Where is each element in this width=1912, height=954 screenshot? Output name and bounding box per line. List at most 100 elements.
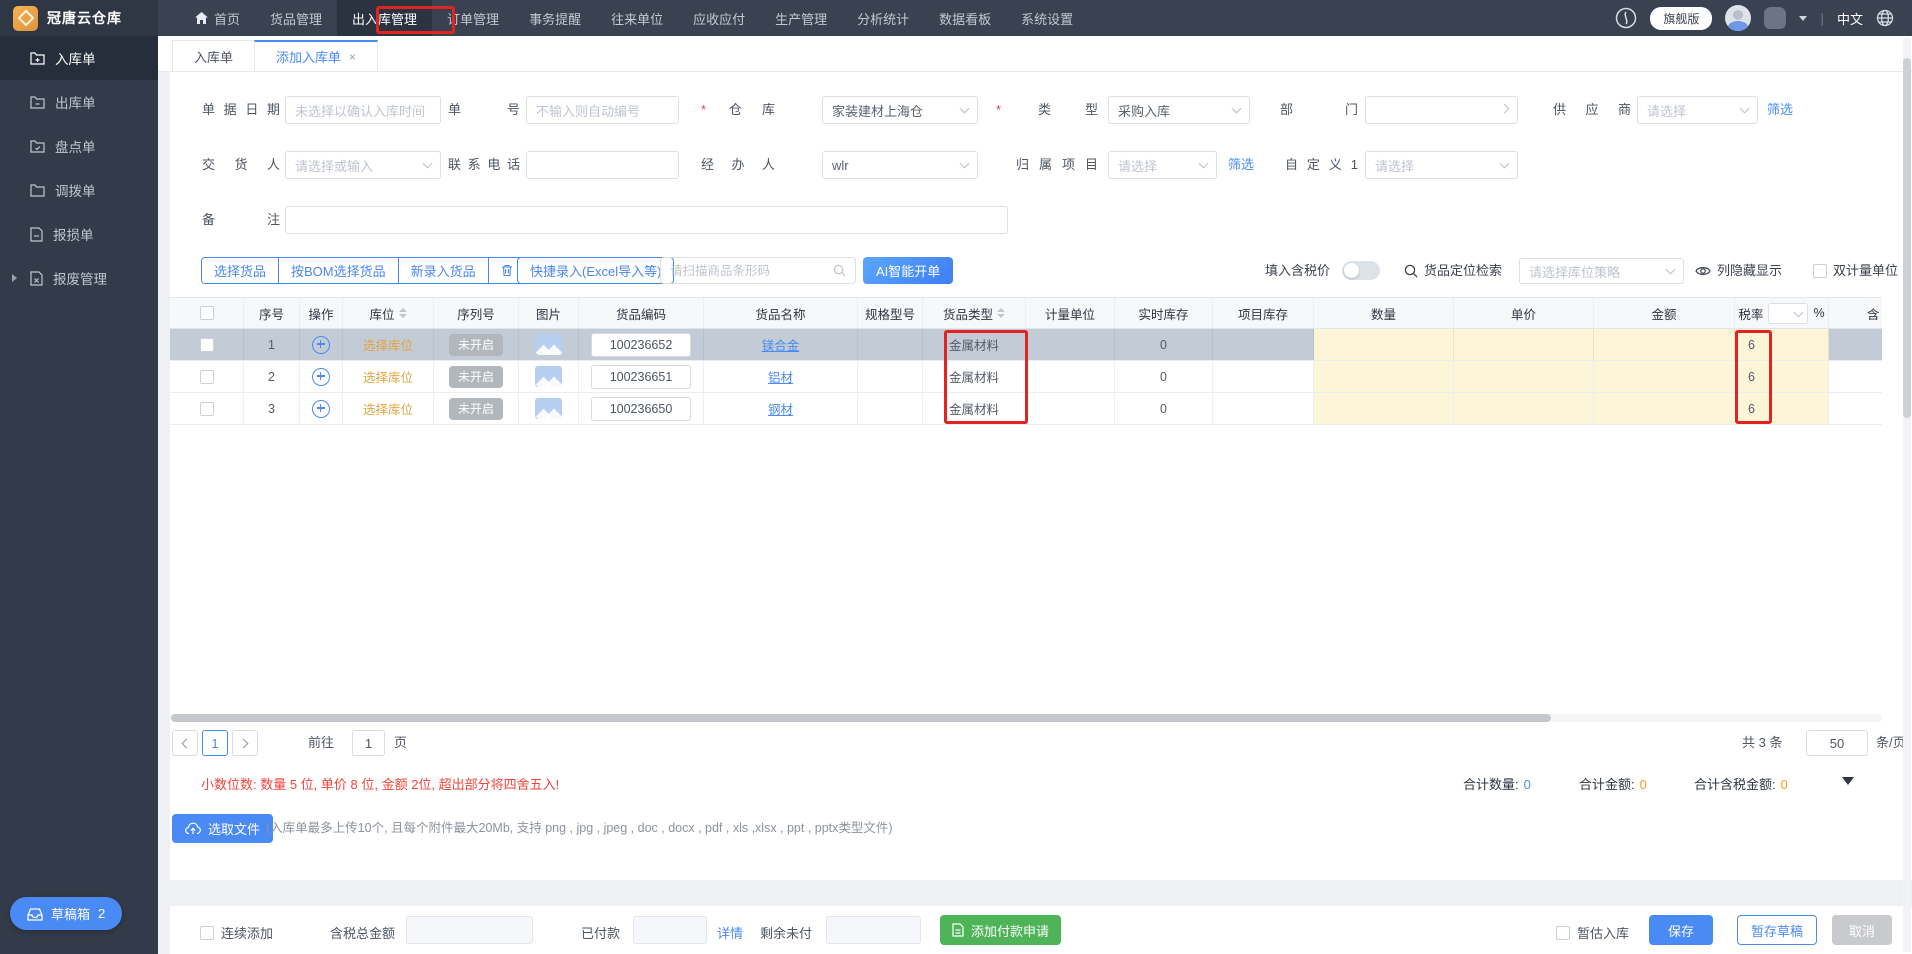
goods-code-input[interactable] [591,396,691,421]
column-visibility-control[interactable]: 列隐藏显示 [1695,257,1782,284]
goods-code-input[interactable] [591,332,691,357]
dept-cascader[interactable] [1365,96,1518,124]
nav-item-reminders[interactable]: 事务提醒 [514,0,596,36]
select-location-link[interactable]: 选择库位 [362,339,413,353]
price-cell[interactable] [1454,361,1594,392]
new-goods-button[interactable]: 新录入货品 [397,258,488,283]
user-menu-caret-icon[interactable] [1799,15,1808,21]
add-row-icon[interactable] [312,367,330,386]
expand-caret-icon[interactable] [12,274,17,282]
select-location-link[interactable]: 选择库位 [362,371,413,385]
type-select[interactable]: 采购入库 [1108,96,1250,124]
amount-cell[interactable] [1594,361,1735,392]
warehouse-select[interactable]: 家装建材上海仓 [822,96,978,124]
nav-item-analytics[interactable]: 分析统计 [842,0,924,36]
order-no-input[interactable]: 不输入则自动编号 [526,96,679,124]
sort-icon[interactable] [997,308,1005,318]
tab-close-icon[interactable]: × [349,49,357,64]
next-page-button[interactable] [232,730,258,756]
nav-item-goods[interactable]: 货品管理 [255,0,337,36]
header-type[interactable]: 货品类型 [923,298,1026,328]
project-select[interactable]: 请选择 [1108,151,1217,179]
amount-cell[interactable] [1594,329,1735,360]
sidebar-item-scrap-management[interactable]: 报废管理 [0,256,158,300]
tax-cell[interactable]: 6 [1735,329,1829,360]
nav-item-dashboard[interactable]: 数据看板 [924,0,1006,36]
nav-item-production[interactable]: 生产管理 [760,0,842,36]
price-cell[interactable] [1454,393,1594,424]
prev-page-button[interactable] [172,730,198,756]
dual-unit-checkbox[interactable] [1813,263,1827,278]
table-row[interactable]: 1 选择库位 未开启 镁合金 金属材料 0 6 [170,329,1882,361]
sidebar-item-stocktake-order[interactable]: 盘点单 [0,124,158,168]
custom1-select[interactable]: 请选择 [1365,151,1518,179]
scrollbar-thumb[interactable] [171,714,1551,722]
window-vertical-scrollbar[interactable] [1903,38,1911,952]
estimate-inbound-control[interactable]: 暂估入库 [1556,923,1629,942]
image-placeholder-icon[interactable] [535,334,562,355]
phone-input[interactable] [526,151,679,179]
location-strategy-select[interactable]: 请选择库位策略 [1519,258,1684,284]
goods-code-input[interactable] [591,364,691,389]
add-row-icon[interactable] [312,399,330,418]
select-location-link[interactable]: 选择库位 [362,403,413,417]
paid-input[interactable] [633,916,707,944]
tab-inbound-list[interactable]: 入库单 [172,40,256,71]
row-checkbox[interactable] [199,401,214,416]
supplier-filter-link[interactable]: 筛选 [1767,102,1794,117]
amount-cell[interactable] [1594,393,1735,424]
tax-price-toggle[interactable] [1342,261,1380,280]
goods-name-link[interactable]: 镁合金 [761,339,800,353]
sidebar-item-outbound-order[interactable]: 出库单 [0,80,158,124]
scrollbar-thumb[interactable] [1903,58,1911,418]
paid-detail-link[interactable]: 详情 [717,926,744,941]
date-input[interactable]: 未选择以确认入库时间 [285,96,441,124]
user-avatar[interactable] [1725,5,1752,31]
row-checkbox[interactable] [199,369,214,384]
image-placeholder-icon[interactable] [535,366,562,387]
image-placeholder-icon[interactable] [535,398,562,419]
price-cell[interactable] [1454,329,1594,360]
continuous-add-checkbox[interactable] [200,925,214,940]
globe-icon[interactable] [1876,9,1894,27]
remaining-input[interactable] [826,916,921,944]
tax-cell[interactable]: 6 [1735,393,1829,424]
org-avatar[interactable] [1764,7,1787,29]
nav-item-partners[interactable]: 往来单位 [596,0,678,36]
deliverer-select[interactable]: 请选择或输入 [285,151,441,179]
sidebar-item-transfer-order[interactable]: 调拨单 [0,168,158,212]
nav-item-orders[interactable]: 订单管理 [432,0,514,36]
table-row[interactable]: 3 选择库位 未开启 钢材 金属材料 0 6 [170,393,1882,425]
sidebar-item-inbound-order[interactable]: 入库单 [0,36,158,80]
select-all-checkbox[interactable] [199,306,214,320]
choose-file-button[interactable]: 选取文件 [172,814,274,843]
draftbox-button[interactable]: 草稿箱 2 [10,897,123,930]
nav-item-settings[interactable]: 系统设置 [1006,0,1088,36]
current-page-button[interactable]: 1 [202,730,228,756]
qty-cell[interactable] [1314,329,1454,360]
totals-expand-icon[interactable] [1842,777,1854,785]
ai-create-order-button[interactable]: AI智能开单 [863,257,954,284]
save-button[interactable]: 保存 [1649,915,1714,945]
table-row[interactable]: 2 选择库位 未开启 铝材 金属材料 0 6 [170,361,1882,393]
sidebar-item-damage-order[interactable]: 报损单 [0,212,158,256]
project-filter-link[interactable]: 筛选 [1228,157,1255,172]
quick-entry-button[interactable]: 快捷录入(Excel导入等) [517,257,675,284]
nav-item-payables[interactable]: 应收应付 [678,0,760,36]
estimate-inbound-checkbox[interactable] [1556,925,1570,940]
barcode-scan-field[interactable] [660,257,856,284]
qty-cell[interactable] [1314,361,1454,392]
goods-name-link[interactable]: 铝材 [767,371,793,385]
table-horizontal-scrollbar[interactable] [170,714,1882,722]
tax-total-input[interactable] [406,916,533,944]
goto-page-input[interactable] [352,730,385,756]
barcode-input[interactable] [670,263,833,278]
goods-name-link[interactable]: 钢材 [767,403,793,417]
language-switch[interactable]: 中文 [1836,11,1863,27]
tax-cell[interactable]: 6 [1735,361,1829,392]
add-row-icon[interactable] [312,335,330,354]
sort-icon[interactable] [398,308,407,318]
cancel-button[interactable]: 取消 [1832,915,1893,945]
nav-item-inout-warehouse[interactable]: 出入库管理 [337,0,433,36]
header-location[interactable]: 库位 [343,298,434,328]
